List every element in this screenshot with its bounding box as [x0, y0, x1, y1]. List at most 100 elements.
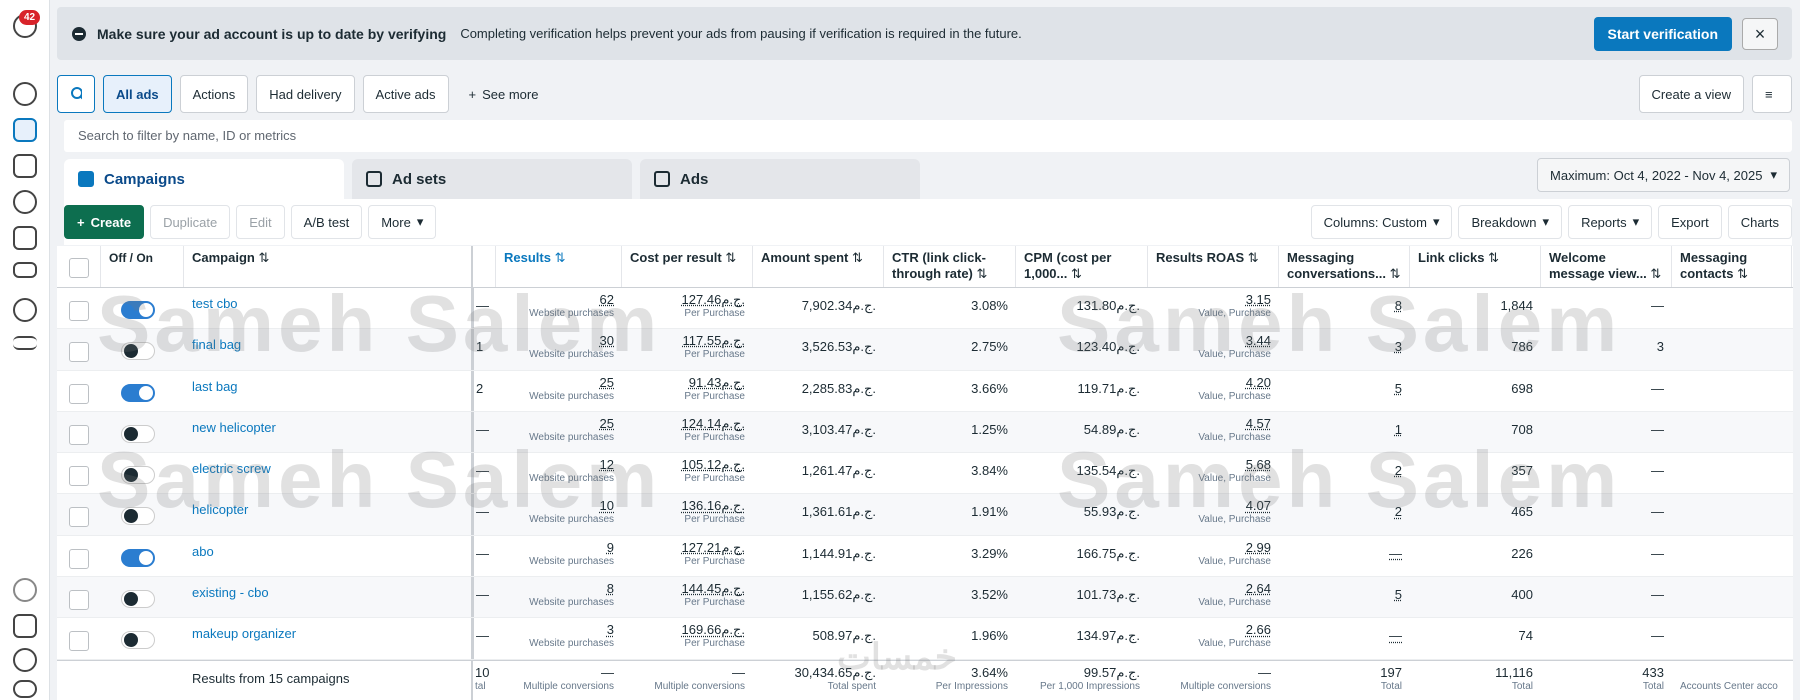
action-button[interactable]: More ▾	[368, 205, 437, 239]
tab[interactable]: Ads	[640, 159, 920, 199]
header-cell[interactable]: Messaging conversations...	[1279, 246, 1410, 287]
campaign-name[interactable]: final bag	[184, 329, 473, 370]
checkbox[interactable]	[69, 301, 89, 321]
checkbox[interactable]	[69, 631, 89, 652]
events-icon[interactable]	[13, 298, 37, 322]
header-cell[interactable]: Cost per result	[622, 246, 753, 287]
action-button[interactable]: Columns: Custom ▾	[1310, 205, 1453, 239]
header-cell[interactable]: Welcome message view...	[1541, 246, 1672, 287]
header-cell[interactable]: CPM (cost per 1,000...	[1016, 246, 1148, 287]
start-verification-button[interactable]: Start verification	[1593, 16, 1732, 51]
cell-value: 166.75ج.م.	[1076, 545, 1140, 561]
date-range[interactable]: Maximum: Oct 4, 2022 - Nov 4, 2025 ▾	[1537, 158, 1790, 192]
action-button[interactable]: Reports ▾	[1568, 205, 1653, 239]
filter-button[interactable]: Had delivery	[256, 75, 355, 113]
footer-sublabel: Total	[1642, 681, 1664, 692]
action-button[interactable]: Duplicate	[150, 205, 231, 239]
search-icon[interactable]	[13, 680, 37, 698]
checkbox[interactable]	[69, 507, 89, 528]
cell: —	[1541, 536, 1672, 576]
header-cell[interactable]: Campaign	[184, 246, 473, 287]
cell: —	[473, 618, 496, 659]
cell: 123.40ج.م.	[1016, 329, 1148, 369]
tab[interactable]: Campaigns	[64, 159, 344, 199]
audiences-icon[interactable]	[13, 190, 37, 214]
see-more[interactable]: + See more	[468, 86, 539, 102]
toggle[interactable]	[121, 507, 155, 526]
toggle[interactable]	[121, 342, 155, 361]
cell: 2,285.83ج.م.	[753, 371, 884, 411]
reports-icon[interactable]	[13, 154, 37, 178]
campaign-name[interactable]: test cbo	[184, 288, 473, 329]
sidebar: 42	[0, 0, 50, 700]
action-label: Edit	[249, 214, 272, 230]
tab[interactable]: Ad sets	[352, 159, 632, 199]
overview-icon[interactable]	[13, 82, 37, 106]
toggle[interactable]	[121, 301, 155, 319]
toggle[interactable]	[121, 631, 155, 650]
toggle[interactable]	[121, 383, 155, 402]
toggle[interactable]	[121, 424, 155, 443]
toggle[interactable]	[121, 548, 155, 567]
campaigns-icon[interactable]	[13, 118, 37, 142]
action-button[interactable]: + Create	[64, 205, 145, 239]
search-input[interactable]: Search to filter by name, ID or metrics	[64, 120, 1792, 152]
header-cell[interactable]: Amount spent	[753, 246, 884, 287]
header-cell[interactable]: Link clicks	[1410, 246, 1541, 287]
settings-icon[interactable]	[13, 648, 37, 672]
checkbox[interactable]	[69, 424, 89, 445]
campaign-name[interactable]: makeup organizer	[184, 618, 473, 659]
campaign-name[interactable]: existing - cbo	[184, 577, 473, 618]
action-button[interactable]: Edit	[236, 205, 285, 239]
table-row: abo —9 Website purchases 127.21ج.م. Per Purc…	[57, 535, 1793, 578]
campaign-name[interactable]: last bag	[184, 370, 473, 411]
header-cell[interactable]: Messaging contacts	[1672, 246, 1792, 287]
table-row: existing - cbo —8 Website purchases 144.45ج…	[57, 577, 1793, 619]
cell-value: 3.44	[1245, 333, 1271, 349]
header-cell[interactable]: Off / On	[101, 246, 184, 287]
close-button[interactable]: ×	[1742, 17, 1778, 50]
cell: 62 Website purchases	[496, 288, 622, 328]
campaign-name[interactable]: helicopter	[184, 494, 473, 535]
action-button[interactable]: A/B test	[290, 205, 363, 239]
action-button[interactable]: Export	[1658, 205, 1722, 239]
settings-button[interactable]: ≡	[1752, 75, 1792, 113]
filter-button[interactable]: All ads	[103, 75, 172, 113]
campaign-name[interactable]: electric screw	[184, 453, 473, 494]
checkbox[interactable]	[69, 590, 89, 611]
table-footer: Results from 15 campaigns 10 tal — Multiple …	[57, 660, 1793, 700]
footer-value: 99.57ج.م.	[1083, 665, 1140, 680]
ads-icon[interactable]	[13, 226, 37, 250]
action-button[interactable]: Breakdown ▾	[1458, 205, 1563, 239]
checkbox[interactable]	[69, 342, 89, 363]
cell: 786	[1410, 329, 1541, 369]
filter-button[interactable]: Active ads	[362, 75, 449, 113]
help-icon[interactable]	[13, 578, 37, 602]
cell-value: —	[476, 298, 489, 313]
cell-value: —	[1651, 628, 1664, 644]
filter-button[interactable]: Actions	[179, 75, 249, 113]
menu-icon[interactable]	[13, 336, 37, 350]
toggle[interactable]	[121, 590, 155, 609]
checkbox[interactable]	[69, 383, 89, 404]
campaign-name[interactable]: new helicopter	[184, 411, 473, 453]
cell: 12 Website purchases	[496, 453, 622, 493]
checkbox[interactable]	[69, 258, 89, 278]
warning-icon	[72, 26, 86, 41]
create-view-button[interactable]: Create a view	[1638, 75, 1744, 113]
action-button[interactable]: Charts	[1727, 205, 1792, 239]
checkbox[interactable]	[69, 466, 89, 487]
toggle[interactable]	[121, 466, 155, 485]
header-cell[interactable]: CTR (link click-through rate)	[884, 246, 1016, 287]
profile-icon[interactable]	[13, 614, 37, 638]
cell-value: 465	[1511, 504, 1533, 520]
search-button[interactable]	[57, 75, 95, 113]
cell-sublabel: Value, Purchase	[1198, 473, 1271, 485]
campaign-name[interactable]: abo	[184, 535, 473, 577]
header-cell[interactable]: Results ROAS	[1148, 246, 1279, 287]
billing-icon[interactable]	[13, 262, 37, 278]
header-cell[interactable]: Results	[496, 246, 622, 287]
checkbox[interactable]	[69, 548, 89, 569]
footer-value: 433	[1642, 665, 1664, 680]
